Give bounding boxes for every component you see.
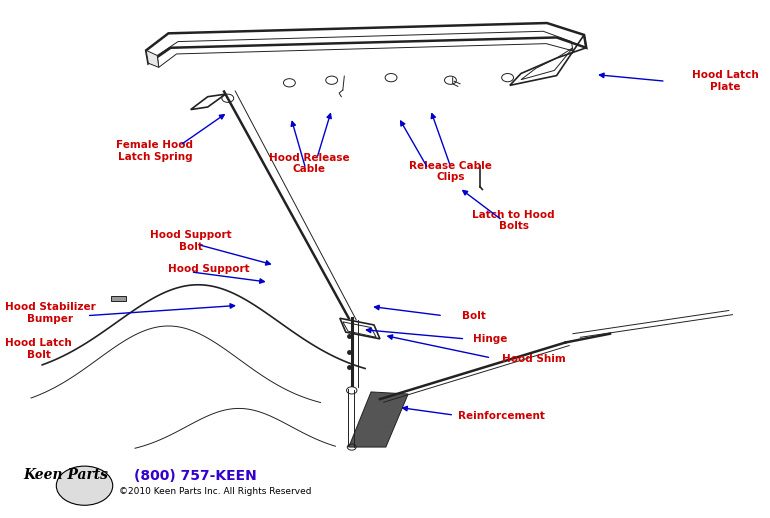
Text: Hinge: Hinge bbox=[473, 334, 507, 344]
Text: Hood Shim: Hood Shim bbox=[502, 354, 566, 365]
Text: Hood Release
Cable: Hood Release Cable bbox=[269, 153, 350, 175]
Text: (800) 757-KEEN: (800) 757-KEEN bbox=[133, 469, 256, 483]
Text: Latch to Hood
Bolts: Latch to Hood Bolts bbox=[472, 210, 555, 231]
Text: Female Hood
Latch Spring: Female Hood Latch Spring bbox=[116, 140, 193, 162]
Text: Bolt: Bolt bbox=[461, 311, 485, 321]
Text: Reinforcement: Reinforcement bbox=[458, 411, 544, 421]
Text: Hood Support: Hood Support bbox=[169, 264, 250, 275]
Text: Hood Stabilizer
Bumper: Hood Stabilizer Bumper bbox=[5, 303, 95, 324]
Text: Hood Latch
Plate: Hood Latch Plate bbox=[691, 70, 758, 92]
Text: ©2010 Keen Parts Inc. All Rights Reserved: ©2010 Keen Parts Inc. All Rights Reserve… bbox=[119, 487, 311, 496]
Polygon shape bbox=[146, 50, 159, 67]
Text: Hood Latch
Bolt: Hood Latch Bolt bbox=[5, 338, 72, 360]
Polygon shape bbox=[111, 296, 126, 301]
Text: Hood Support
Bolt: Hood Support Bolt bbox=[150, 230, 232, 252]
Text: Release Cable
Clips: Release Cable Clips bbox=[409, 161, 492, 182]
Circle shape bbox=[56, 466, 112, 505]
Text: Keen Parts: Keen Parts bbox=[24, 468, 109, 482]
Polygon shape bbox=[349, 392, 408, 447]
